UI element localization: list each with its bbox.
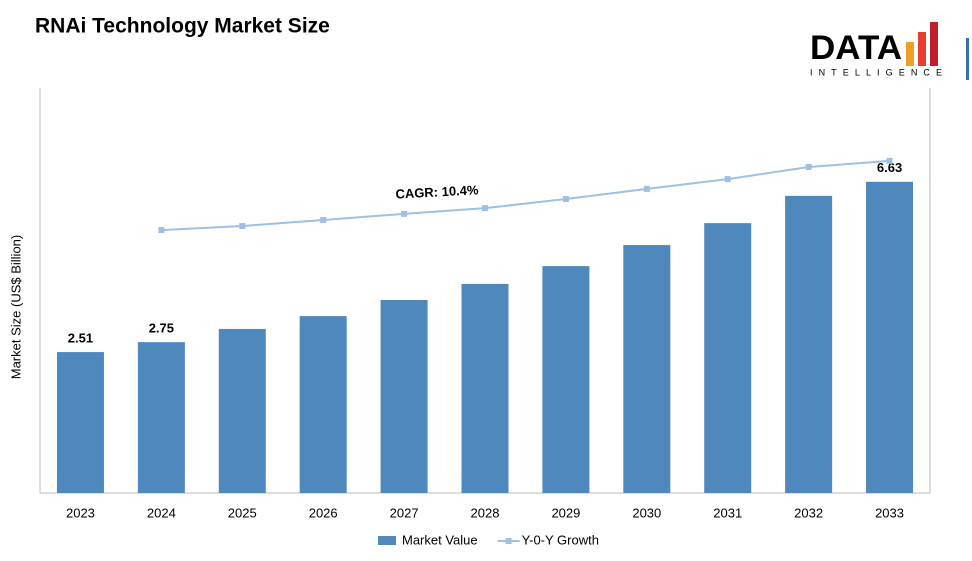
legend-label: Market Value	[402, 532, 478, 547]
bar	[785, 195, 833, 493]
logo-bar	[930, 22, 938, 66]
data-label: 6.63	[877, 160, 902, 175]
x-tick-label: 2025	[228, 505, 257, 520]
x-tick-label: 2026	[309, 505, 338, 520]
logo-name: DATA	[810, 29, 902, 67]
legend-swatch	[505, 538, 512, 544]
x-tick-label: 2029	[551, 505, 580, 520]
logo-edge	[966, 38, 969, 80]
logo-tagline: INTELLIGENCE	[810, 67, 942, 77]
x-tick-label: 2032	[794, 505, 823, 520]
line-marker	[158, 227, 165, 234]
chart-title: RNAi Technology Market Size	[35, 15, 330, 38]
bar	[461, 283, 509, 493]
x-tick-label: 2028	[471, 505, 500, 520]
line-marker	[805, 163, 812, 170]
line-marker	[724, 176, 731, 183]
bar	[866, 181, 914, 493]
bar	[137, 342, 185, 493]
line-marker	[320, 216, 327, 223]
bar	[704, 223, 752, 493]
logo: DATA INTELLIGENCE	[810, 22, 969, 80]
data-label: 2.75	[149, 321, 174, 336]
bar	[56, 352, 104, 493]
bar	[623, 245, 671, 493]
logo-bar	[918, 32, 926, 66]
line-marker	[239, 223, 246, 230]
x-tick-label: 2027	[390, 505, 419, 520]
line-marker	[482, 205, 488, 212]
bar	[380, 300, 428, 493]
logo-bar	[906, 42, 914, 66]
annotation: CAGR: 10.4%	[395, 182, 479, 201]
line	[161, 159, 890, 232]
x-tick-label: 2030	[632, 505, 661, 520]
line-marker	[401, 210, 408, 217]
data-label: 2.51	[68, 331, 93, 346]
x-tick-label: 2023	[66, 505, 95, 520]
line-marker	[886, 157, 893, 164]
x-tick-label: 2033	[875, 505, 904, 520]
x-tick-label: 2031	[713, 505, 742, 520]
legend-swatch	[378, 536, 396, 545]
line-marker	[643, 185, 650, 192]
bar	[542, 266, 590, 493]
bar	[299, 316, 347, 493]
bar	[218, 328, 266, 493]
line-marker	[562, 196, 569, 203]
legend-label: Y-0-Y Growth	[522, 532, 599, 547]
y-axis-label: Market Size (US$ Billion)	[8, 235, 23, 380]
x-tick-label: 2024	[147, 505, 176, 520]
